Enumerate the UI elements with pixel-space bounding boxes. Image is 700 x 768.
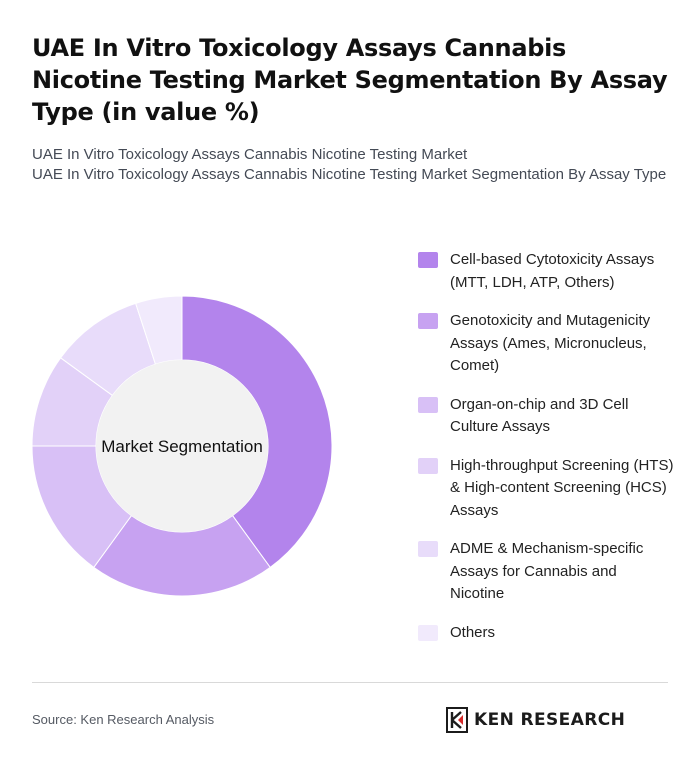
legend-swatch: [418, 252, 438, 268]
chart-title: UAE In Vitro Toxicology Assays Cannabis …: [32, 34, 668, 126]
subtitle-line-2: UAE In Vitro Toxicology Assays Cannabis …: [32, 166, 667, 183]
donut-chart: Market Segmentation: [32, 296, 332, 596]
legend-label: Others: [450, 623, 496, 641]
legend-item-5[interactable]: ADME & Mechanism-specific Assays for Can…: [418, 538, 674, 606]
legend-label: Cell-based Cytotoxicity Assays (MTT, LDH…: [450, 251, 655, 291]
chart-subtitle: UAE In Vitro Toxicology Assays Cannabis …: [32, 145, 672, 185]
legend-swatch: [418, 457, 438, 474]
source-note: Source: Ken Research Analysis: [32, 712, 215, 727]
legend-label: Organ-on-chip and 3D Cell Culture Assays: [450, 395, 629, 436]
legend-swatch: [418, 624, 438, 641]
legend-item-3[interactable]: Organ-on-chip and 3D Cell Culture Assays: [418, 394, 674, 439]
donut-center: [96, 360, 268, 532]
ken-research-logo-icon: [446, 707, 468, 733]
legend-item-4[interactable]: High-throughput Screening (HTS) & High-c…: [418, 455, 674, 523]
footer-divider: [32, 682, 668, 683]
donut-center-label: Market Segmentation: [101, 437, 263, 456]
legend-item-2[interactable]: Genotoxicity and Mutagenicity Assays (Am…: [418, 310, 674, 378]
legend-swatch: [418, 313, 438, 329]
legend-swatch: [418, 396, 438, 413]
legend-label: ADME & Mechanism-specific Assays for Can…: [450, 540, 644, 602]
legend-item-1[interactable]: Cell-based Cytotoxicity Assays (MTT, LDH…: [418, 249, 674, 294]
ken-research-logo: KEN RESEARCH: [446, 706, 625, 734]
chart-legend: Cell-based Cytotoxicity Assays (MTT, LDH…: [418, 249, 674, 660]
legend-swatch: [418, 541, 438, 557]
ken-research-logo-text: KEN RESEARCH: [474, 710, 626, 730]
subtitle-line-1: UAE In Vitro Toxicology Assays Cannabis …: [32, 146, 468, 163]
legend-label: High-throughput Screening (HTS) & High-c…: [450, 456, 674, 519]
legend-label: Genotoxicity and Mutagenicity Assays (Am…: [450, 312, 651, 374]
legend-item-6[interactable]: Others: [418, 622, 674, 645]
